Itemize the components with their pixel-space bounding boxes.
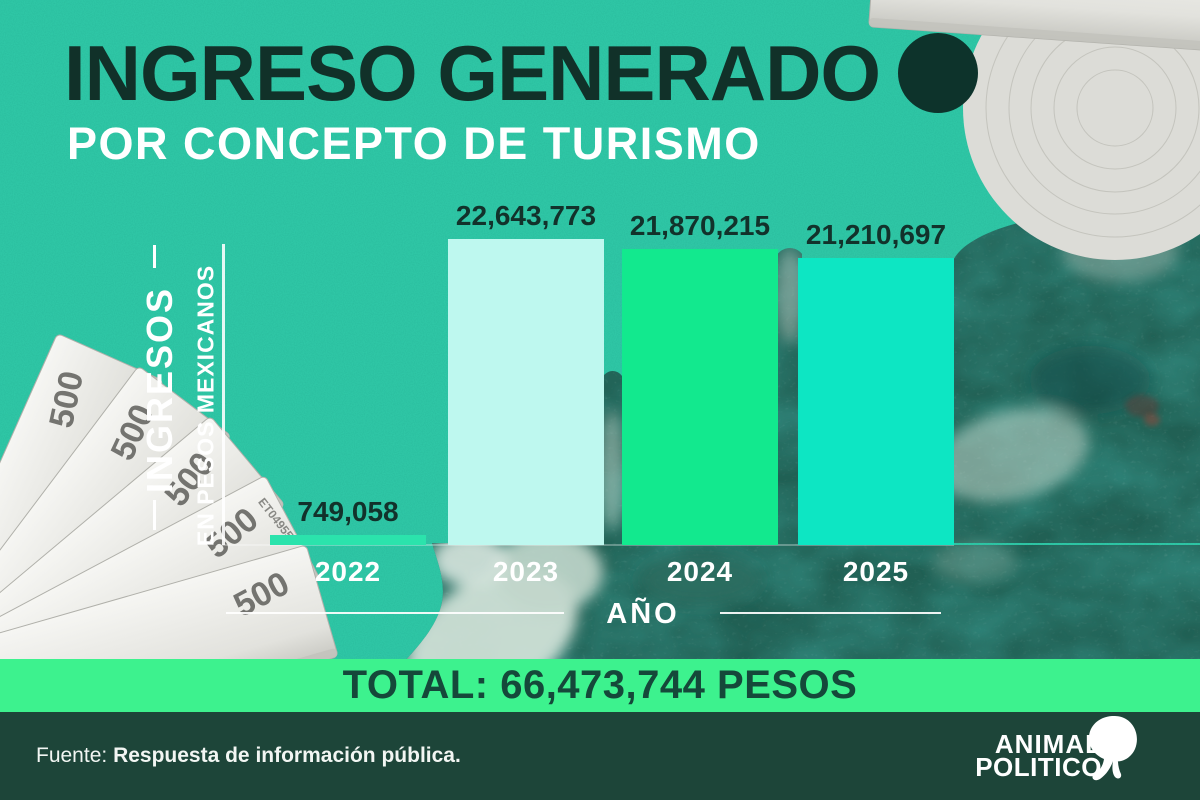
page-title: INGRESO GENERADO: [64, 29, 881, 117]
peso-bills-top-right-icon: 500500500500500500500: [868, 0, 1200, 260]
source-prefix: Fuente:: [36, 744, 114, 767]
dark-circle-decoration: [898, 33, 978, 113]
total-banner-text: TOTAL: 66,473,744 PESOS: [342, 663, 858, 707]
logo-wordmark: ANIMAL POLITICO: [975, 729, 1102, 782]
total-banner: TOTAL: 66,473,744 PESOS: [0, 659, 1200, 712]
logo-line-2: POLITICO: [975, 752, 1102, 782]
page-subtitle: POR CONCEPTO DE TURISMO: [67, 118, 761, 169]
elephant-icon: [1088, 716, 1137, 781]
animal-politico-logo: ANIMAL POLITICO: [975, 716, 1154, 789]
source-line: Fuente: Respuesta de información pública…: [36, 744, 461, 768]
logo-line-1: ANIMAL: [994, 729, 1102, 759]
source-text: Respuesta de información pública.: [113, 744, 461, 767]
footer-bar: Fuente: Respuesta de información pública…: [0, 712, 1200, 800]
peso-bill: 500: [868, 0, 1200, 52]
